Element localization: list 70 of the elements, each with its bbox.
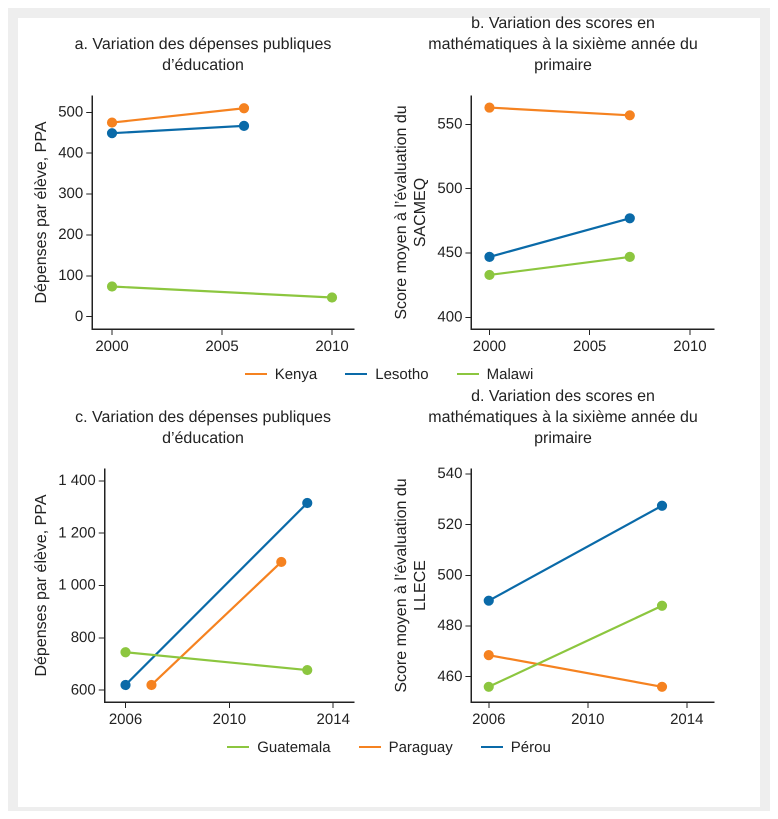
x-tick-label: 2006 bbox=[472, 711, 506, 728]
y-tick-label: 520 bbox=[437, 516, 462, 533]
point bbox=[302, 498, 312, 508]
point bbox=[624, 252, 635, 262]
point bbox=[656, 600, 668, 611]
x-tick-label: 2014 bbox=[670, 711, 704, 728]
y-axis-title: Score moyen à l’évaluation du LLECE bbox=[393, 478, 430, 693]
y-tick-label: 1 000 bbox=[58, 576, 96, 594]
point bbox=[484, 682, 494, 692]
y-tick-label: 400 bbox=[437, 308, 462, 326]
x-tick-label: 2006 bbox=[108, 711, 142, 728]
point bbox=[106, 281, 118, 292]
y-tick-label: 450 bbox=[437, 244, 462, 262]
x-tick-label: 2005 bbox=[573, 338, 606, 356]
y-tick-label: 400 bbox=[58, 144, 84, 162]
y-tick-label: 800 bbox=[70, 629, 96, 646]
chart-title: c. Variation des dépenses publiques d’éducation bbox=[74, 408, 332, 449]
point bbox=[302, 664, 312, 676]
y-axis-title: Dépenses par élève, PPA bbox=[33, 494, 50, 677]
point bbox=[106, 128, 118, 138]
x-tick-label: 2010 bbox=[315, 338, 349, 356]
y-tick-label: 500 bbox=[437, 180, 462, 197]
y-tick-label: 460 bbox=[437, 668, 462, 685]
y-tick-label: 0 bbox=[74, 308, 84, 325]
x-tick-label: 2000 bbox=[95, 338, 129, 356]
x-tick-label: 2014 bbox=[316, 711, 350, 728]
y-tick-label: 300 bbox=[58, 185, 84, 202]
y-tick-label: 1 200 bbox=[58, 524, 96, 542]
point bbox=[238, 120, 250, 131]
point bbox=[656, 500, 668, 511]
chart-title: a. Variation des dépenses publiques d’éducation bbox=[74, 35, 332, 76]
chart-title: b. Variation des scores en mathématiques à la sixième année du primaire bbox=[428, 14, 698, 76]
point bbox=[484, 252, 495, 262]
y-tick-label: 100 bbox=[58, 267, 84, 284]
legend-label: Malawi bbox=[486, 366, 534, 382]
legend-label: Guatemala bbox=[257, 738, 331, 756]
x-tick-label: 2005 bbox=[205, 338, 239, 356]
point bbox=[656, 682, 668, 692]
x-tick-label: 2010 bbox=[673, 338, 707, 356]
y-tick-label: 550 bbox=[437, 115, 462, 132]
point bbox=[276, 556, 286, 568]
y-axis-title: Dépenses par élève, PPA bbox=[33, 121, 50, 304]
legend-label: Paraguay bbox=[388, 738, 453, 756]
y-tick-label: 540 bbox=[437, 465, 462, 482]
legend-label: Pérou bbox=[510, 738, 551, 756]
y-tick-label: 1 400 bbox=[58, 472, 96, 489]
y-axis-title: Score moyen à l’évaluation du SACMEQ bbox=[393, 105, 430, 320]
point bbox=[484, 650, 494, 660]
legend-label: Kenya bbox=[274, 366, 318, 382]
x-tick-label: 2010 bbox=[212, 711, 246, 728]
y-tick-label: 480 bbox=[437, 617, 462, 634]
legend-label: Lesotho bbox=[375, 366, 429, 382]
x-tick-label: 2000 bbox=[472, 338, 506, 356]
y-tick-label: 600 bbox=[70, 681, 96, 698]
point bbox=[624, 213, 635, 224]
point bbox=[484, 270, 495, 280]
point bbox=[326, 292, 338, 303]
chart-title: d. Variation des scores en mathématiques à la sixième année du primaire bbox=[428, 387, 698, 449]
y-tick-label: 500 bbox=[437, 566, 462, 584]
point bbox=[624, 110, 635, 120]
point bbox=[106, 117, 118, 128]
point bbox=[120, 680, 131, 690]
x-tick-label: 2010 bbox=[571, 711, 604, 728]
point bbox=[484, 596, 494, 606]
point bbox=[484, 102, 495, 113]
y-tick-label: 200 bbox=[58, 226, 84, 244]
point bbox=[146, 680, 157, 690]
y-tick-label: 500 bbox=[58, 103, 84, 120]
point bbox=[238, 103, 250, 114]
point bbox=[120, 647, 131, 658]
